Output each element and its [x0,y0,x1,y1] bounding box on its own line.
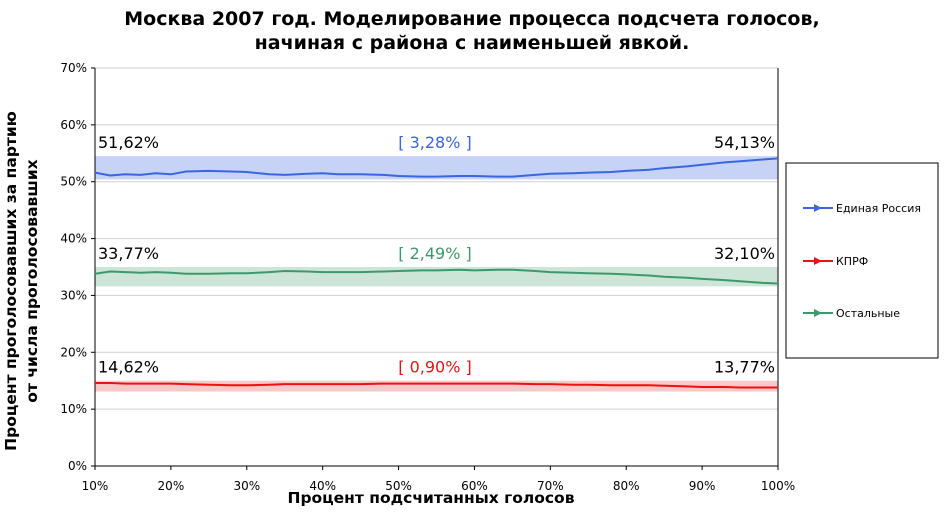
y-tick-label: 70% [60,61,87,75]
x-tick-label: 40% [309,479,336,493]
series-start-label: 51,62% [98,133,159,152]
legend: Единая Россия КПРФ Остальные [785,162,939,359]
y-tick-label: 10% [60,402,87,416]
y-axis-title-line2: от числа проголосовавших [23,159,41,402]
series-end-label: 32,10% [714,244,775,263]
series-range-label: [ 3,28% ] [398,133,471,152]
y-tick-label: 50% [60,175,87,189]
x-tick-label: 90% [689,479,716,493]
series-range-label: [ 2,49% ] [398,244,471,263]
y-tick-label: 40% [60,232,87,246]
x-axis-title: Процент подсчитанных голосов [287,489,574,507]
x-tick-label: 60% [461,479,488,493]
series-range-label: [ 0,90% ] [398,358,471,377]
x-tick-label: 50% [385,479,412,493]
legend-label: Единая Россия [836,202,921,215]
y-tick-label: 0% [68,459,87,473]
series-end-label: 13,77% [714,358,775,377]
chart-title-line1: Москва 2007 год. Моделирование процесса … [124,8,819,30]
x-tick-label: 10% [82,479,109,493]
series-line [94,268,779,285]
x-tick-label: 70% [537,479,564,493]
legend-label: Остальные [836,307,900,320]
y-tick-label: 30% [60,288,87,302]
series-line [94,157,779,178]
series-line [95,382,778,389]
x-tick-label: 100% [761,479,795,493]
legend-label: КПРФ [836,255,868,268]
y-tick-label: 60% [60,118,87,132]
y-axis-title-line1: Процент проголосовавших за партию [2,111,20,451]
series-band [95,380,778,392]
series-start-label: 33,77% [98,244,159,263]
series-start-label: 14,62% [98,358,159,377]
x-tick-label: 20% [158,479,185,493]
legend-marker-icon [814,257,822,265]
legend-marker-icon [814,309,822,317]
x-tick-label: 30% [233,479,260,493]
series-end-label: 54,13% [714,133,775,152]
x-tick-label: 80% [613,479,640,493]
legend-marker-icon [814,204,822,212]
chart-title-line2: начиная с района с наименьшей явкой. [255,32,690,54]
y-tick-label: 20% [60,345,87,359]
